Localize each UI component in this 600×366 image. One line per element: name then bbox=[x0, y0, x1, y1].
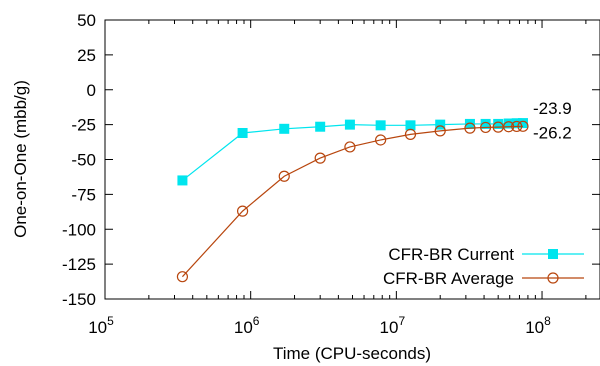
x-tick-label: 107 bbox=[380, 314, 406, 337]
x-tick-label: 108 bbox=[525, 314, 551, 337]
legend-label: CFR-BR Average bbox=[383, 269, 514, 288]
y-tick-label: -50 bbox=[71, 151, 96, 170]
data-point-square bbox=[503, 118, 514, 129]
legend: CFR-BR Current CFR-BR Average bbox=[383, 245, 584, 288]
data-point-circle bbox=[375, 134, 387, 146]
data-point-circle bbox=[404, 128, 417, 140]
legend-marker-square bbox=[548, 249, 558, 259]
y-tick-label: 25 bbox=[77, 46, 96, 65]
data-point-circle bbox=[278, 170, 290, 182]
data-point-circle bbox=[503, 121, 515, 133]
data-point-square bbox=[375, 120, 386, 131]
data-point-circle bbox=[176, 271, 189, 283]
data-point-circle bbox=[236, 205, 249, 217]
y-tick-label: -125 bbox=[62, 255, 96, 274]
series-line bbox=[181, 125, 523, 278]
data-point-circle bbox=[464, 122, 476, 134]
series-end-label: -23.9 bbox=[533, 99, 572, 118]
series-end-label: -26.2 bbox=[533, 123, 572, 142]
data-point-square bbox=[237, 127, 248, 138]
legend-label: CFR-BR Current bbox=[388, 245, 514, 264]
x-axis-label: Time (CPU-seconds) bbox=[273, 344, 431, 363]
data-point-square bbox=[279, 123, 290, 134]
data-point-square bbox=[511, 118, 522, 129]
y-axis: 50 25 0 -25 -50 -75 -100 -125 -150 bbox=[62, 11, 600, 309]
y-tick-label: -150 bbox=[62, 290, 96, 309]
x-tick-label: 105 bbox=[88, 314, 114, 337]
data-point-circle bbox=[511, 120, 523, 133]
data-point-square bbox=[344, 119, 355, 130]
data-point-square bbox=[517, 118, 528, 129]
data-point-circle bbox=[517, 120, 529, 132]
y-tick-label: 50 bbox=[77, 11, 96, 30]
x-axis: 105 106 107 108 bbox=[88, 20, 587, 337]
y-tick-label: -100 bbox=[62, 220, 96, 239]
data-point-circle bbox=[344, 141, 356, 153]
series-layer: -23.9 -26.2 bbox=[176, 99, 572, 283]
data-point-square bbox=[315, 121, 326, 132]
y-tick-label: 0 bbox=[87, 81, 96, 100]
legend-marker-circle bbox=[547, 272, 559, 284]
data-point-square bbox=[405, 120, 416, 131]
x-tick-label: 106 bbox=[234, 314, 260, 337]
y-tick-label: -25 bbox=[71, 116, 96, 135]
data-point-circle bbox=[434, 125, 446, 137]
data-point-square bbox=[435, 119, 446, 130]
data-point-circle bbox=[314, 152, 326, 164]
data-point-circle bbox=[480, 121, 492, 134]
data-point-square bbox=[493, 118, 504, 129]
data-point-square bbox=[480, 118, 491, 129]
y-axis-label: One-on-One (mbb/g) bbox=[11, 80, 30, 238]
y-tick-label: -75 bbox=[71, 185, 96, 204]
data-point-square bbox=[177, 175, 188, 186]
data-point-square bbox=[464, 118, 475, 129]
plot-frame bbox=[104, 19, 600, 300]
